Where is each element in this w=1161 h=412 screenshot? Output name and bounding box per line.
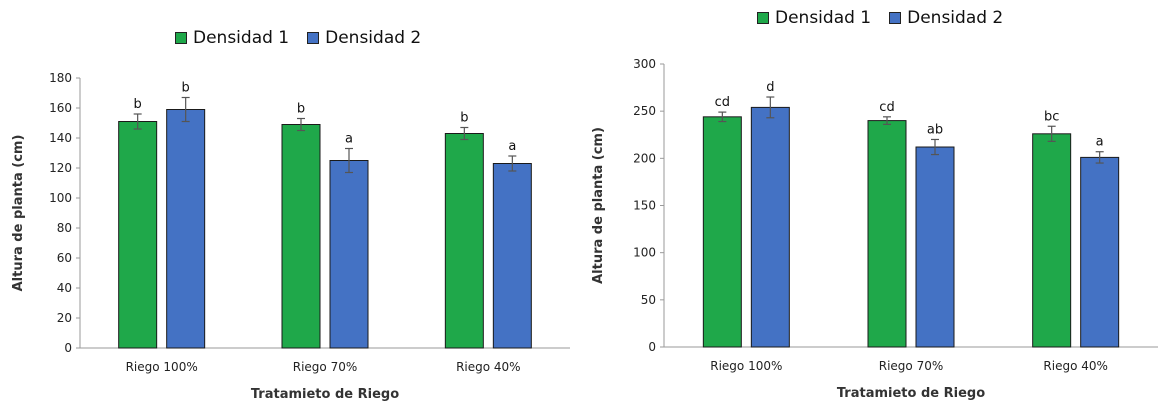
bar-2: [750, 106, 790, 348]
legend-label-densidad-2: Densidad 2: [325, 28, 422, 48]
legend-item-densidad-2: Densidad 2: [307, 28, 421, 48]
x-category-label: Riego 100%: [710, 359, 782, 373]
y-tick-label: 80: [57, 221, 72, 235]
y-tick-label: 120: [49, 161, 72, 175]
legend-item-densidad-2: Densidad 2: [889, 8, 1003, 28]
legend-right: Densidad 1 Densidad 2: [757, 8, 1003, 28]
chart-right-plot: 0 50 100 150 200 250 300 cd d Riego 100% cd ab Riego…: [591, 57, 1158, 401]
y-tick-label: 150: [633, 199, 656, 213]
legend-swatch-densidad-1: [757, 12, 769, 24]
bar-1: [1032, 133, 1072, 348]
chart-right: Densidad 1 Densidad 2 0 50 100 150 200 250 300…: [580, 0, 1161, 412]
legend-item-densidad-1: Densidad 1: [757, 8, 871, 28]
bar-1: [118, 121, 158, 349]
chart-left-plot: 0 20 40 60 80 100 120 140 160 180 b b Riego 100% b a Ri…: [11, 71, 570, 402]
x-category-label: Riego 70%: [293, 360, 358, 374]
legend-swatch-densidad-1: [175, 32, 187, 44]
significance-label: b: [182, 81, 190, 96]
bar-2: [1080, 156, 1120, 348]
bar-2: [915, 146, 955, 348]
y-tick-label: 100: [633, 246, 656, 260]
bar-1: [867, 120, 907, 348]
bar-1: [702, 116, 742, 348]
x-category-label: Riego 40%: [1043, 359, 1108, 373]
significance-label: ab: [927, 122, 943, 137]
significance-label: b: [297, 102, 305, 117]
significance-label: cd: [879, 100, 894, 115]
y-tick-label: 300: [633, 57, 656, 71]
legend-swatch-densidad-2: [307, 32, 320, 44]
significance-label: a: [508, 139, 516, 154]
y-tick-label: 140: [49, 131, 72, 145]
legend-swatch-densidad-2: [889, 12, 902, 24]
x-category-label: Riego 40%: [456, 360, 521, 374]
y-tick-label: 40: [57, 281, 72, 295]
bar-2: [329, 160, 369, 349]
bar-1: [281, 124, 321, 349]
x-axis-title: Tratamieto de Riego: [251, 387, 399, 402]
legend-label-densidad-1: Densidad 1: [775, 8, 872, 28]
x-category-label: Riego 70%: [879, 359, 944, 373]
significance-label: cd: [715, 95, 730, 110]
significance-label: bc: [1044, 109, 1059, 124]
significance-label: a: [1096, 135, 1104, 150]
bar-2: [166, 109, 206, 349]
y-tick-label: 180: [49, 71, 72, 85]
bar-2: [492, 163, 532, 349]
y-tick-label: 160: [49, 101, 72, 115]
significance-label: b: [134, 97, 142, 112]
legend-left: Densidad 1 Densidad 2: [175, 28, 421, 48]
bar-1: [444, 133, 484, 349]
significance-label: a: [345, 132, 353, 147]
y-tick-label: 200: [633, 151, 656, 165]
legend-label-densidad-2: Densidad 2: [907, 8, 1004, 28]
y-axis-title: Altura de planta (cm): [591, 127, 606, 284]
x-category-label: Riego 100%: [126, 360, 198, 374]
legend-label-densidad-1: Densidad 1: [193, 28, 290, 48]
significance-label: b: [460, 111, 468, 126]
y-tick-label: 100: [49, 191, 72, 205]
legend-item-densidad-1: Densidad 1: [175, 28, 289, 48]
y-tick-label: 250: [633, 104, 656, 118]
y-tick-label: 60: [57, 251, 72, 265]
x-axis-title: Tratamieto de Riego: [837, 386, 985, 401]
y-tick-label: 0: [648, 340, 656, 354]
chart-left: Densidad 1 Densidad 2 0 20 40 60 80 100 120 140…: [0, 0, 580, 412]
y-tick-label: 20: [57, 311, 72, 325]
y-tick-label: 0: [64, 341, 72, 355]
y-tick-label: 50: [641, 293, 656, 307]
significance-label: d: [766, 80, 774, 95]
y-axis-title: Altura de planta (cm): [11, 135, 26, 292]
